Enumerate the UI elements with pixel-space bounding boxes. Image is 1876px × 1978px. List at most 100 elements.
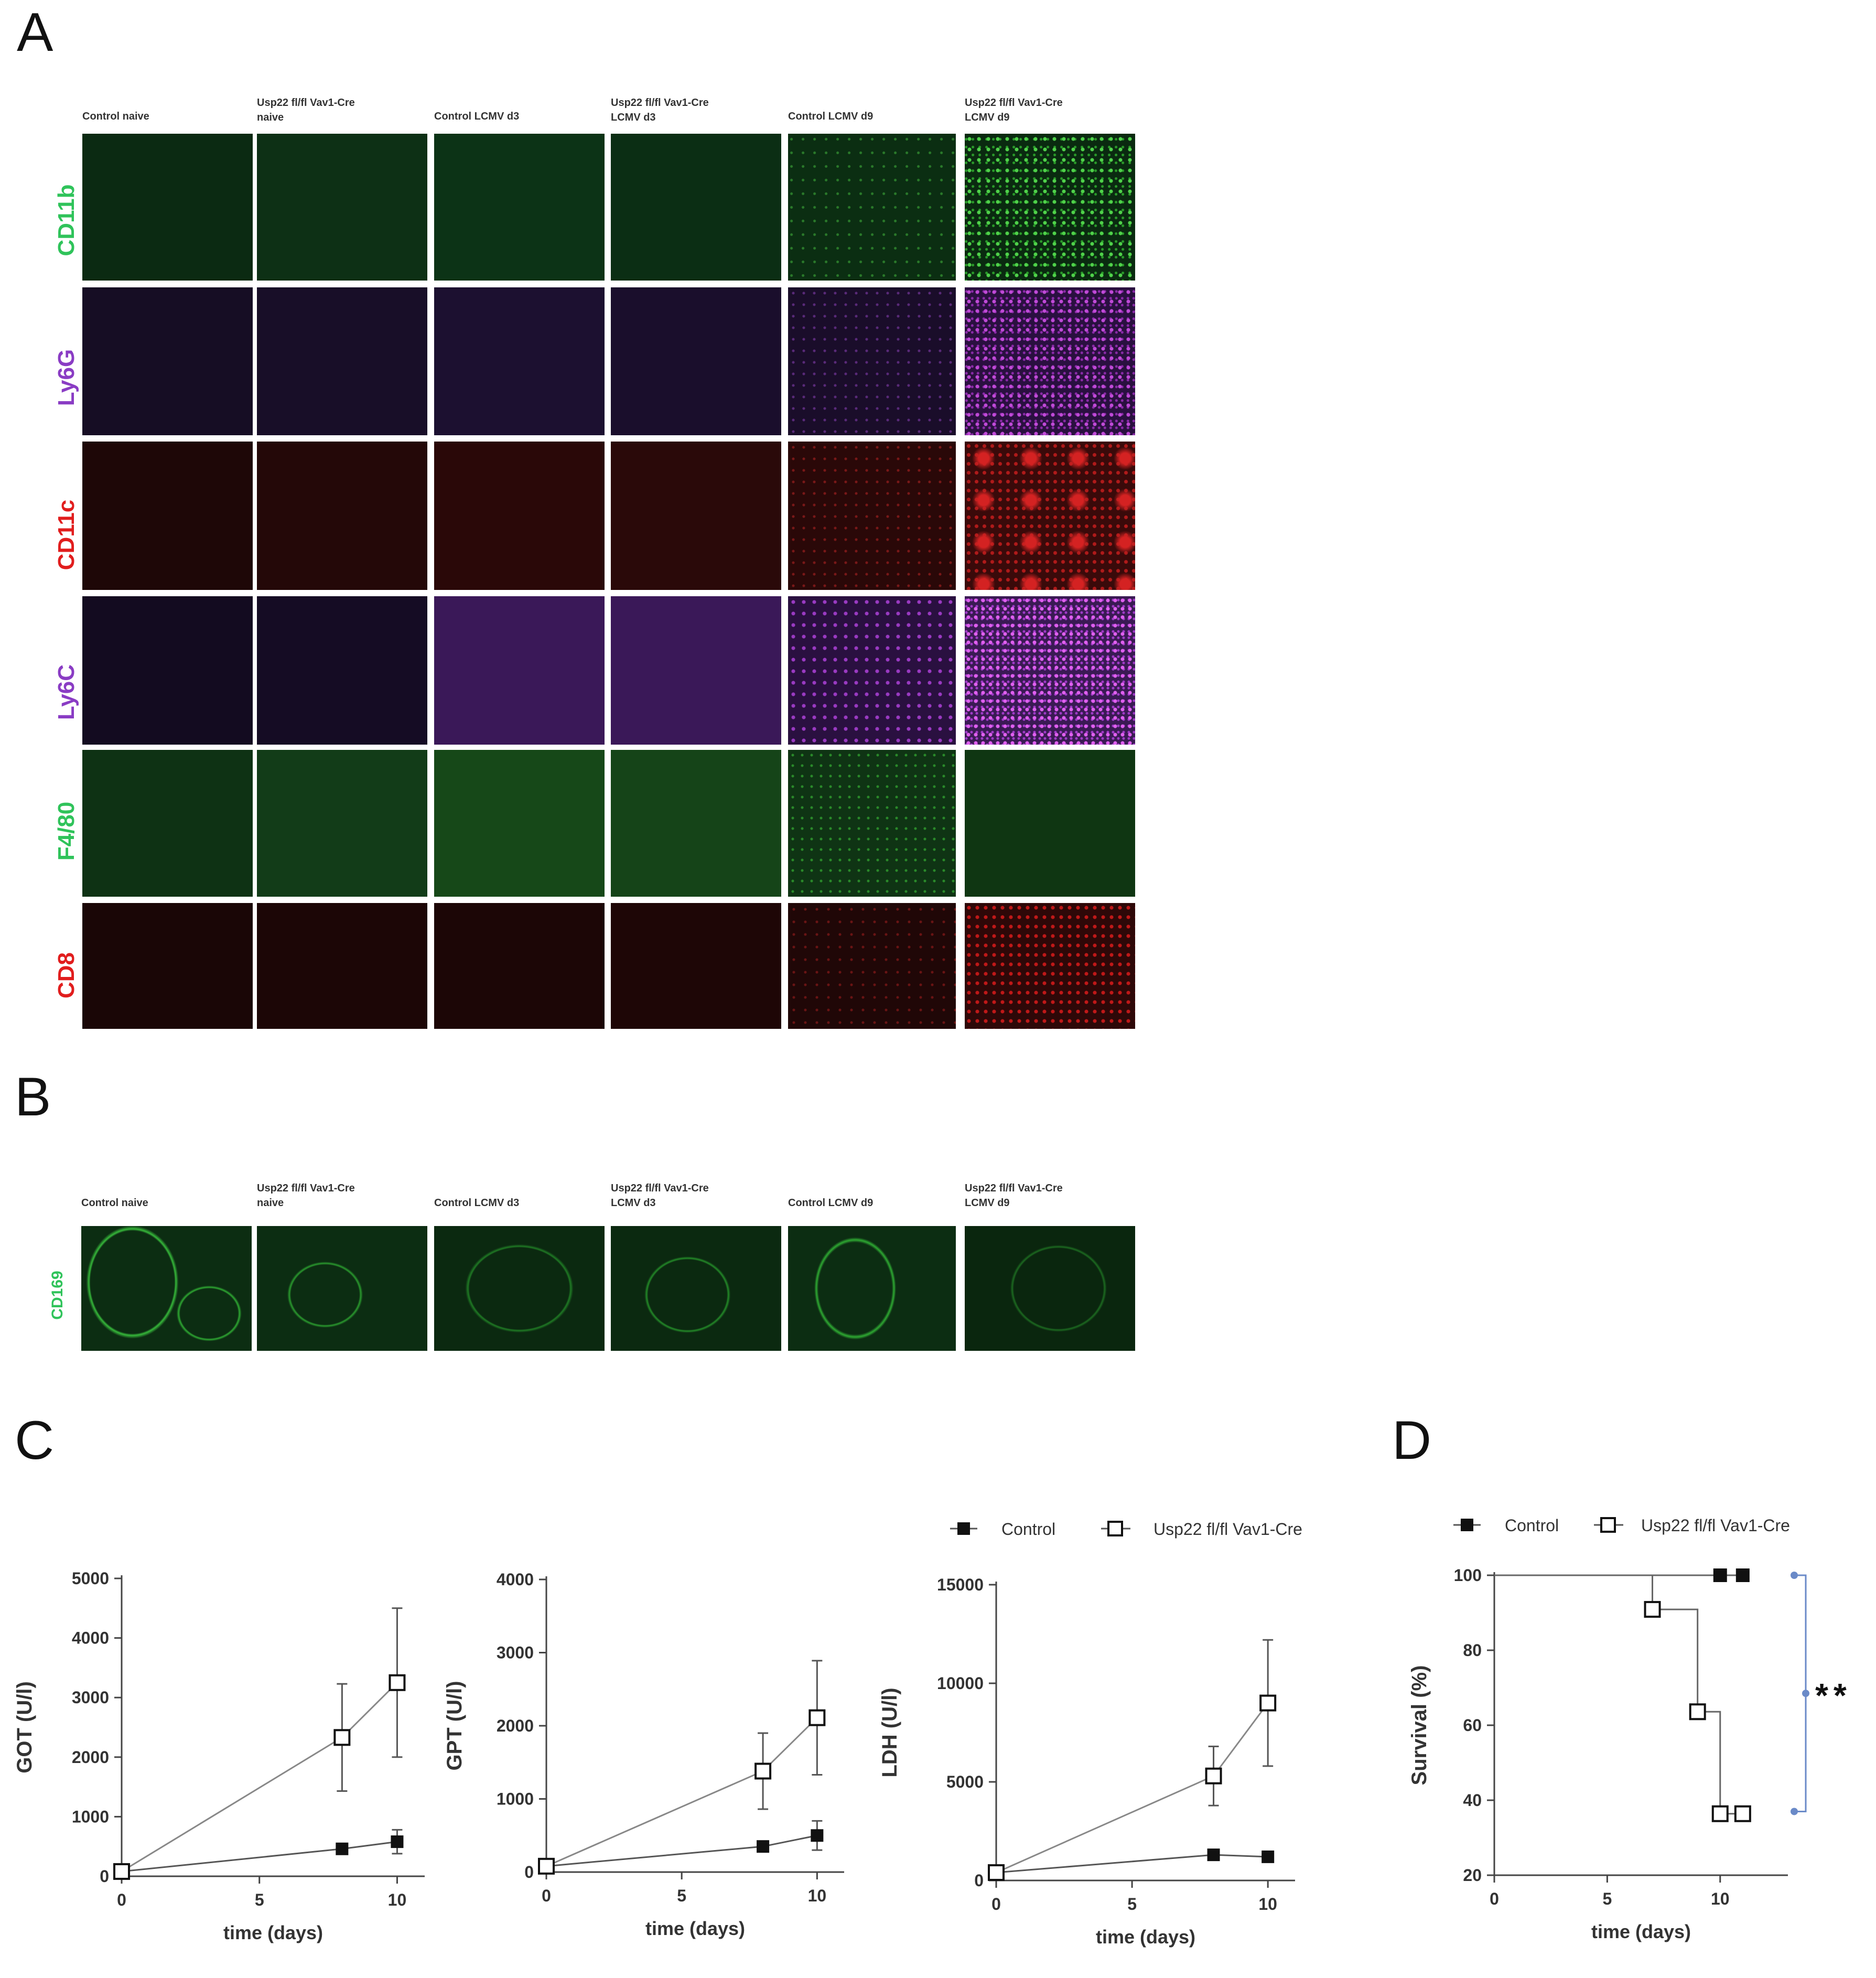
data-point-ko (988, 1864, 1005, 1881)
microscopy-image (82, 750, 253, 897)
microscopy-image (82, 903, 253, 1029)
microscopy-image (788, 903, 956, 1029)
column-header: Usp22 fl/fl Vav1-Cre naive (257, 97, 355, 123)
x-tick-label: 0 (991, 1895, 1001, 1914)
legend-control-label: Control (1001, 1520, 1055, 1539)
legend-ko-label: Usp22 fl/fl Vav1-Cre (1153, 1520, 1302, 1539)
microscopy-image (965, 750, 1135, 897)
column-header: Control naive (82, 111, 149, 122)
legend-control-label: Control (1505, 1516, 1559, 1535)
x-axis-label: time (days) (1591, 1921, 1691, 1942)
data-point-ko (1205, 1767, 1222, 1784)
x-tick-label: 10 (808, 1886, 827, 1905)
panel-label-d: D (1392, 1410, 1432, 1471)
data-point-control (1262, 1850, 1275, 1863)
microscopy-image (434, 750, 605, 897)
column-header: Usp22 fl/fl Vav1-Cre LCMV d3 (611, 97, 709, 123)
y-tick-label: 60 (1463, 1716, 1482, 1735)
microscopy-image (611, 750, 781, 897)
y-tick-label: 4000 (72, 1629, 109, 1648)
microscopy-image (611, 903, 781, 1029)
microscopy-image (434, 134, 605, 281)
data-point-ko (1259, 1694, 1277, 1712)
microscopy-image (257, 1226, 427, 1351)
microscopy-image (257, 287, 427, 435)
x-tick-label: 0 (542, 1886, 551, 1905)
y-tick-label: 20 (1463, 1866, 1482, 1885)
microscopy-image (257, 750, 427, 897)
bracket-end (1791, 1572, 1798, 1579)
significance-label: ** (1815, 1676, 1852, 1714)
microscopy-image (788, 442, 956, 590)
row-label: CD11b (53, 184, 79, 256)
x-tick-label: 10 (388, 1890, 407, 1909)
row-label: Ly6G (53, 349, 79, 406)
panel-label-b: B (15, 1067, 51, 1127)
data-point-ko (333, 1729, 351, 1746)
y-tick-label: 15000 (937, 1575, 984, 1594)
x-tick-label: 10 (1711, 1889, 1730, 1908)
data-point-ko (538, 1857, 555, 1875)
column-header: Control LCMV d3 (434, 1197, 520, 1209)
x-tick-label: 10 (1258, 1895, 1277, 1914)
legend-d: Control Usp22 fl/fl Vav1-Cre (1453, 1516, 1790, 1535)
data-point-ko (1711, 1805, 1729, 1822)
microscopy-image (788, 596, 956, 745)
x-tick-label: 5 (255, 1890, 264, 1909)
y-axis-label: GPT (U/l) (443, 1681, 466, 1770)
x-tick-label: 0 (1490, 1889, 1499, 1908)
data-point-ko (1644, 1601, 1661, 1618)
microscopy-image (434, 287, 605, 435)
y-tick-label: 5000 (946, 1772, 984, 1791)
microscopy-image (611, 1226, 781, 1351)
y-tick-label: 0 (524, 1863, 534, 1882)
data-point-control (391, 1835, 404, 1848)
x-tick-label: 0 (117, 1890, 126, 1909)
x-axis-label: time (days) (645, 1918, 745, 1939)
row-label: CD11c (53, 499, 79, 571)
y-tick-label: 1000 (497, 1790, 534, 1809)
x-axis-label: time (days) (1096, 1926, 1195, 1948)
chart-ldh: 0 5000 10000 15000 0 5 10 time (days) LDH (U/l) (878, 1575, 1295, 1948)
bracket-mid (1802, 1690, 1809, 1697)
y-tick-label: 100 (1454, 1566, 1482, 1585)
column-header: Control LCMV d9 (788, 1197, 874, 1209)
microscopy-image (257, 442, 427, 590)
bracket-end (1791, 1808, 1798, 1815)
ko-survival-line (1494, 1574, 1743, 1815)
microscopy-image (965, 1226, 1135, 1351)
column-header: Usp22 fl/fl Vav1-Cre LCMV d9 (965, 1182, 1063, 1209)
data-point-ko (754, 1762, 772, 1780)
y-tick-label: 3000 (497, 1643, 534, 1662)
data-point-ko (808, 1709, 826, 1726)
microscopy-image (82, 596, 253, 745)
microscopy-image (434, 1226, 605, 1351)
microscopy-image (965, 442, 1135, 590)
data-point-ko (1734, 1805, 1751, 1822)
chart-gpt: 0 1000 2000 3000 4000 0 5 10 time (days) GPT (U/l… (443, 1570, 844, 1939)
y-tick-label: 2000 (72, 1748, 109, 1767)
filled-square-icon (1461, 1519, 1473, 1531)
microscopy-image (965, 134, 1135, 281)
row-label: Ly6C (53, 664, 79, 720)
y-tick-label: 40 (1463, 1791, 1482, 1810)
column-header: Usp22 fl/fl Vav1-Cre LCMV d3 (611, 1182, 709, 1209)
control-series-line (546, 1834, 817, 1867)
microscopy-image (257, 903, 427, 1029)
microscopy-image (965, 287, 1135, 435)
microscopy-image (434, 596, 605, 745)
legend-ko-label: Usp22 fl/fl Vav1-Cre (1641, 1516, 1790, 1535)
legend-c: Control Usp22 fl/fl Vav1-Cre (950, 1520, 1302, 1539)
x-tick-label: 5 (1602, 1889, 1612, 1908)
data-point-control (811, 1829, 824, 1842)
y-tick-label: 2000 (497, 1716, 534, 1735)
y-tick-label: 5000 (72, 1569, 109, 1588)
ko-series-line (996, 1702, 1269, 1874)
y-tick-label: 1000 (72, 1807, 109, 1826)
microscopy-image (611, 134, 781, 281)
microscopy-image (788, 1226, 956, 1351)
data-point-ko (1689, 1703, 1706, 1721)
data-point-control (336, 1842, 349, 1855)
microscopy-image (81, 1226, 252, 1351)
microscopy-image (788, 287, 956, 435)
